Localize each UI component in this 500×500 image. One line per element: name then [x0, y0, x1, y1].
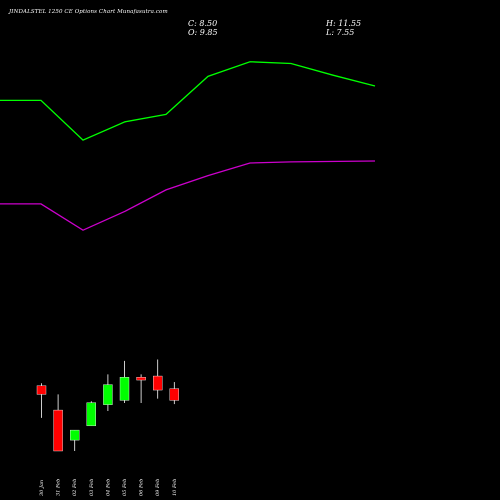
bearish-candle: [53, 409, 63, 452]
bearish-candle: [36, 385, 47, 395]
upper-indicator-line: [0, 61, 376, 141]
bearish-candle: [169, 388, 180, 401]
low-value: L: 7.55: [326, 28, 355, 37]
x-axis-date-label: 06 Feb: [139, 479, 145, 496]
open-value: O: 9.85: [188, 28, 218, 37]
x-axis-date-label: 04 Feb: [105, 479, 111, 496]
bearish-candle: [152, 375, 163, 391]
bullish-candle: [103, 384, 113, 405]
lower-indicator-line: [0, 160, 376, 231]
x-axis-date-label: 02 Feb: [72, 479, 78, 496]
x-axis-date-label: 10 Feb: [172, 479, 178, 496]
bearish-candle: [136, 377, 146, 381]
bullish-candle: [86, 402, 97, 427]
high-value: H: 11.55: [326, 19, 362, 28]
x-axis-date-label: 09 Feb: [155, 479, 161, 496]
close-value: C: 8.50: [188, 19, 218, 28]
bullish-candle: [69, 429, 80, 441]
chart-title: JINDALSTEL 1250 CE Options Chart Munafas…: [9, 9, 168, 15]
bullish-candle: [119, 377, 130, 401]
x-axis-date-label: 05 Feb: [122, 479, 128, 496]
x-axis-date-label: 30 Jan: [39, 480, 45, 496]
x-axis-date-label: 31 Feb: [56, 479, 62, 496]
x-axis-date-label: 03 Feb: [89, 479, 95, 496]
